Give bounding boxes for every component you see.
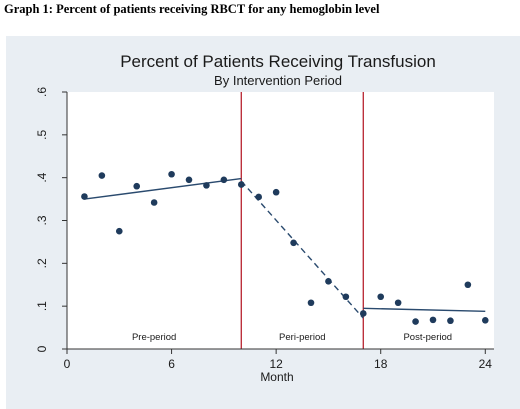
x-tick-label: 24	[479, 357, 493, 371]
y-tick-label: .4	[35, 172, 49, 182]
y-tick-label: .1	[35, 301, 49, 311]
data-point	[81, 193, 88, 200]
axes: 0 .1 .2 .3 .4 .5 .6 0 6 12 18 24	[35, 87, 494, 371]
data-point	[359, 310, 367, 317]
data-point	[150, 199, 158, 206]
data-point	[394, 299, 402, 307]
data-point	[237, 181, 245, 188]
fit-line-2	[363, 307, 486, 313]
data-point	[115, 227, 123, 235]
y-tick-label: .6	[35, 87, 49, 97]
transfusion-chart: Percent of Patients Receiving Transfusio…	[35, 52, 494, 384]
x-axis-label: Month	[260, 370, 293, 384]
period-label: Post-period	[403, 332, 452, 343]
y-tick-label: .2	[35, 258, 49, 268]
plot-area	[67, 92, 494, 349]
x-tick-label: 0	[64, 357, 71, 371]
data-point	[325, 278, 332, 285]
y-tick-label: .5	[35, 130, 49, 140]
chart-panel: Percent of Patients Receiving Transfusio…	[6, 36, 520, 409]
fit-line-0	[84, 177, 242, 200]
data-point	[168, 170, 175, 178]
data-point	[185, 176, 193, 184]
y-tick-label: .3	[35, 215, 49, 225]
data-point	[220, 176, 228, 184]
data-point	[272, 188, 280, 196]
data-point	[290, 239, 297, 247]
document-caption: Graph 1: Percent of patients receiving R…	[4, 2, 380, 16]
period-label: Pre-period	[132, 332, 176, 343]
data-point	[377, 293, 385, 301]
data-point	[98, 172, 106, 179]
data-point	[429, 316, 437, 324]
data-points	[81, 170, 489, 325]
x-tick-label: 12	[269, 357, 283, 371]
chart-subtitle: By Intervention Period	[214, 73, 342, 88]
period-boundaries	[240, 92, 364, 349]
data-point	[133, 182, 141, 190]
data-point	[203, 182, 210, 189]
period-labels: Pre-period Peri-period Post-period	[132, 332, 452, 343]
data-point	[481, 317, 489, 324]
y-tick-label: 0	[35, 345, 49, 352]
chart-title: Percent of Patients Receiving Transfusio…	[120, 52, 436, 71]
x-tick-label: 6	[168, 357, 175, 371]
data-point	[412, 318, 419, 325]
x-tick-label: 18	[374, 357, 388, 371]
data-point	[464, 281, 472, 289]
data-point	[342, 293, 350, 301]
data-point	[255, 193, 263, 201]
data-point	[307, 299, 315, 307]
period-label: Peri-period	[279, 332, 325, 343]
data-point	[447, 317, 454, 325]
